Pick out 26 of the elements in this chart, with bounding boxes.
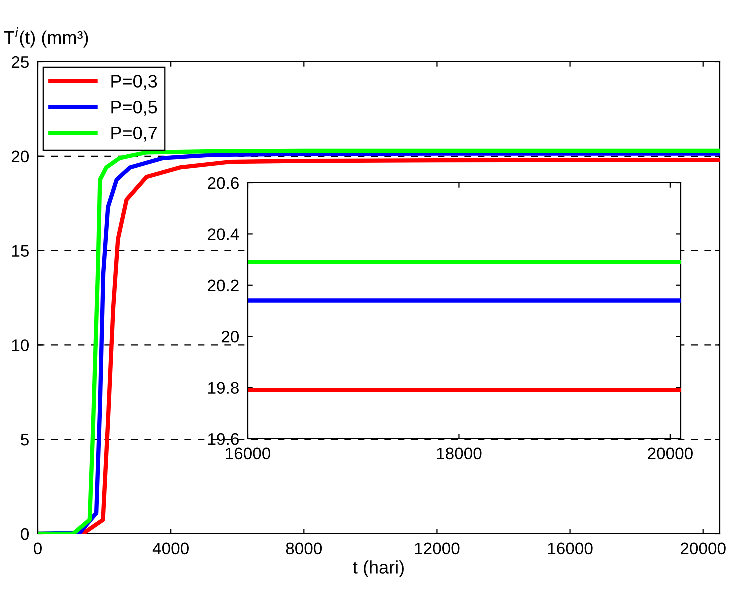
x-tick-label: 20000 xyxy=(648,448,693,460)
y-tick-label: 5 xyxy=(21,434,29,446)
y-tick-label: 20.6 xyxy=(208,177,239,190)
y-tick-label: 19.6 xyxy=(208,433,239,446)
legend-label: P=0,3 xyxy=(112,75,158,90)
y-tick-label: 15 xyxy=(12,245,29,258)
legend-label: P=0,5 xyxy=(112,100,158,116)
legend-label: P=0,7 xyxy=(112,126,157,142)
y-tick-label: 10 xyxy=(12,340,30,352)
x-tick-label: 16000 xyxy=(548,542,593,555)
y-tick-label: 19.8 xyxy=(208,382,239,394)
x-tick-label: 16000 xyxy=(226,448,271,460)
y-tick-label: 25 xyxy=(12,56,29,68)
y-tick-label: 20 xyxy=(222,331,240,343)
y-tick-label: 20.2 xyxy=(208,280,239,292)
y-tick-label: 20 xyxy=(12,150,30,163)
x-tick-label: 8000 xyxy=(286,542,322,555)
x-tick-label: 12000 xyxy=(415,542,460,555)
y-tick-label: 20.4 xyxy=(208,228,240,240)
x-axis-title: t (hari) xyxy=(353,560,404,578)
x-tick-label: 20000 xyxy=(681,542,726,555)
x-tick-label: 0 xyxy=(34,542,42,555)
y-axis-title: T$^{i}$(t) (mm³) xyxy=(4,27,88,48)
x-tick-label: 4000 xyxy=(152,542,189,555)
y-tick-label: 0 xyxy=(21,528,30,540)
x-tick-label: 18000 xyxy=(437,448,482,460)
